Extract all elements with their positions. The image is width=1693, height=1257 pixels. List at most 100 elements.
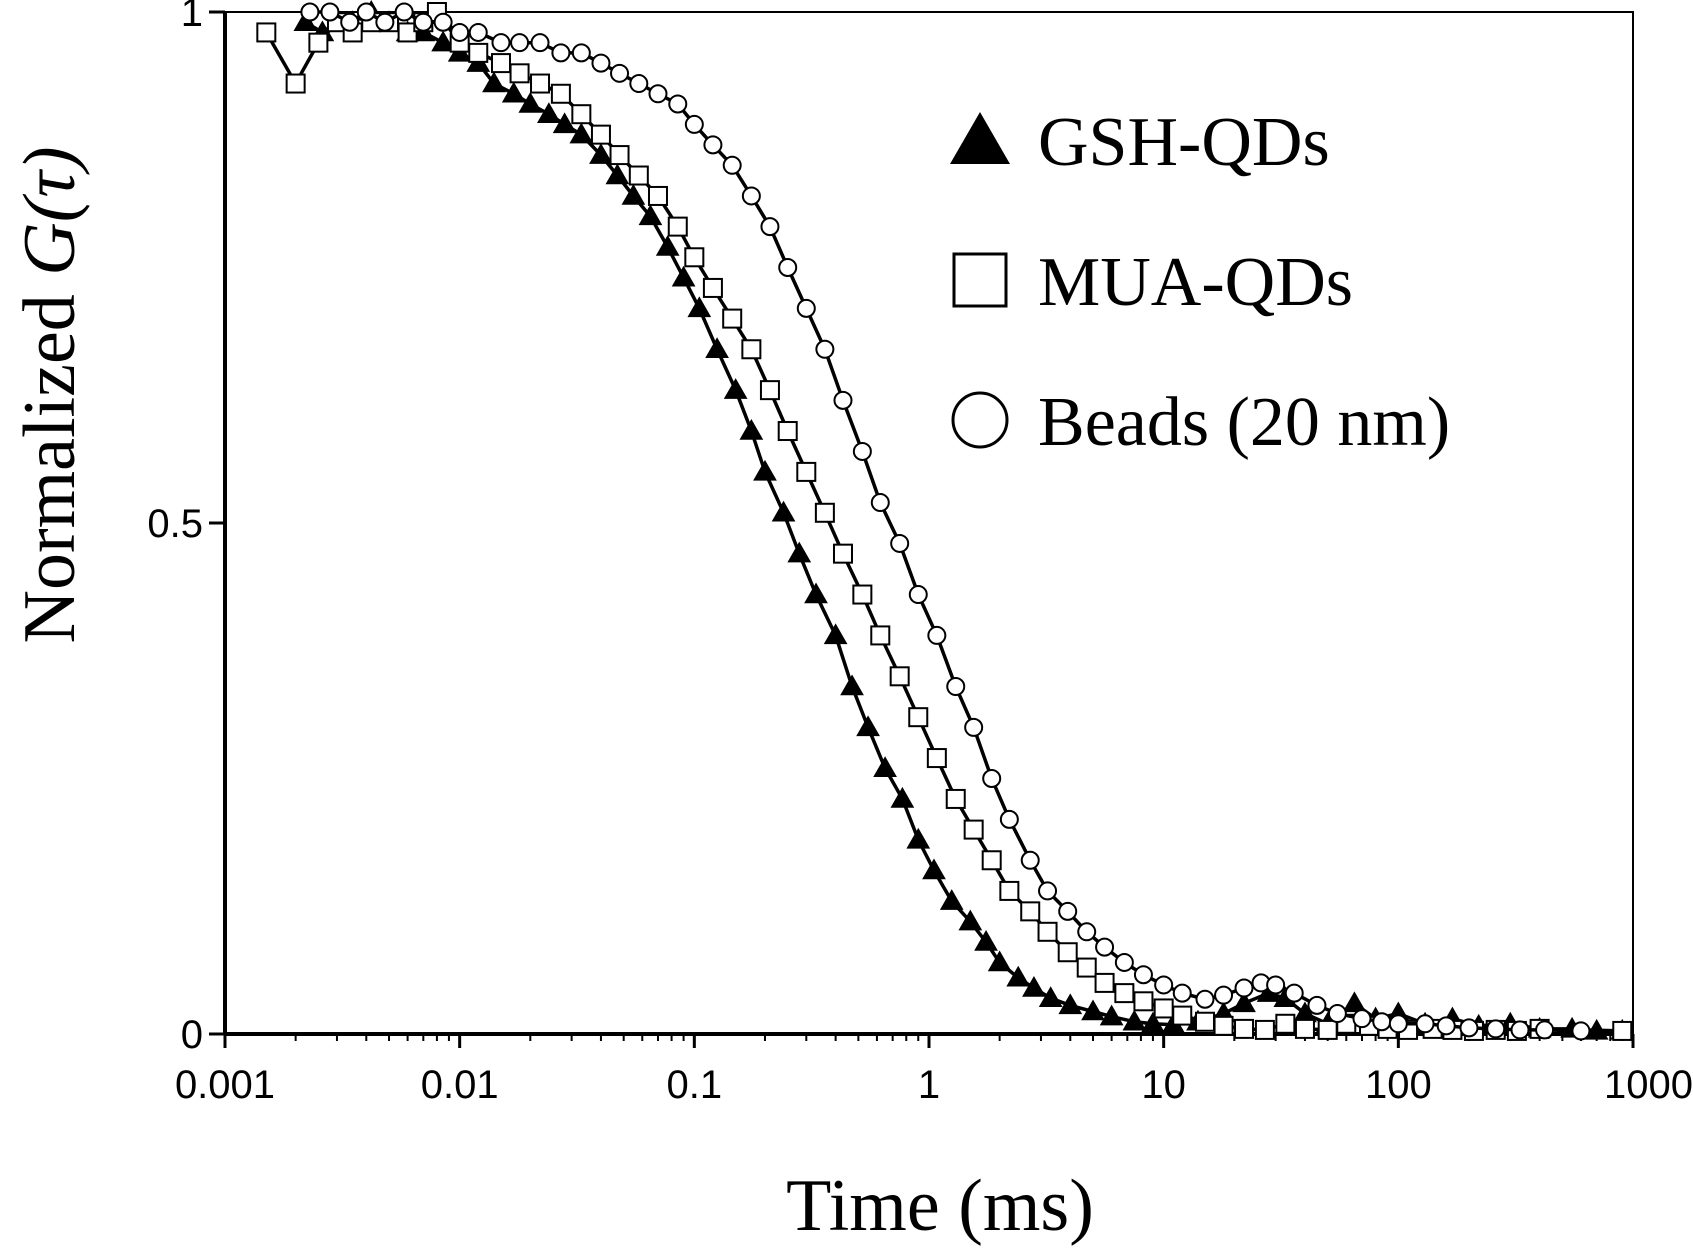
data-point [703, 135, 723, 155]
data-point [999, 880, 1020, 901]
data-point [739, 419, 764, 440]
data-point [468, 22, 488, 42]
data-point [605, 163, 630, 185]
data-point [1122, 1009, 1147, 1031]
series-fit-line [309, 9, 1581, 1033]
data-point [702, 277, 723, 298]
data-point [629, 74, 649, 94]
data-point [927, 625, 947, 645]
data-point [870, 493, 890, 513]
data-point [1234, 978, 1254, 998]
data-point [1172, 1005, 1193, 1026]
data-point [687, 296, 712, 318]
data-point [394, 2, 414, 22]
data-point [832, 543, 853, 564]
data-point [873, 756, 897, 778]
data-point [760, 217, 780, 237]
data-point [974, 930, 998, 951]
data-point [1141, 1011, 1165, 1033]
data-point [890, 786, 915, 808]
series-3 [300, 2, 1591, 1041]
legend-label: Beads (20 nm) [1038, 384, 1450, 461]
data-point [1006, 965, 1031, 987]
data-point [787, 541, 812, 563]
data-point [1342, 991, 1367, 1013]
data-point [1214, 985, 1234, 1005]
data-point [482, 71, 506, 93]
data-point [1133, 965, 1153, 985]
data-point [1234, 1018, 1255, 1039]
data-point [908, 585, 928, 605]
data-point [1254, 1019, 1275, 1040]
data-point [468, 42, 489, 63]
data-point [1058, 901, 1078, 921]
data-point [491, 33, 511, 53]
plot-frame [224, 11, 1634, 1035]
data-point [1266, 975, 1286, 995]
data-point [823, 623, 848, 645]
data-point [1232, 991, 1256, 1013]
data-point [320, 2, 340, 22]
data-point [530, 73, 551, 94]
data-point [668, 94, 688, 114]
data-point [1133, 991, 1154, 1012]
series-fit-line [304, 9, 1623, 1033]
data-point [655, 235, 680, 256]
data-point [852, 584, 873, 605]
data-point [256, 22, 277, 43]
data-point [908, 707, 929, 728]
ticks-group: 0.001 0.01 0.1 1 10 100 1000 0 0.5 1 [147, 0, 1693, 1107]
data-point [1436, 1016, 1456, 1036]
data-point [723, 378, 748, 399]
data-point [628, 165, 649, 186]
data-point [647, 185, 668, 206]
data-point [722, 308, 743, 329]
x-tick-label: 0.01 [421, 1063, 499, 1107]
data-point [926, 748, 947, 769]
data-point [1153, 998, 1174, 1019]
data-point [501, 81, 526, 103]
data-point [684, 247, 705, 268]
data-point [1275, 1013, 1296, 1034]
data-point [778, 258, 798, 277]
data-point [1284, 983, 1304, 1003]
data-point [450, 22, 470, 42]
data-point [939, 889, 964, 910]
data-point [856, 715, 880, 737]
legend-marker-circle [951, 391, 1009, 449]
data-point [1172, 983, 1192, 1003]
data-point [1154, 975, 1174, 995]
data-point [804, 582, 828, 604]
data-point [1510, 1020, 1530, 1040]
data-point [308, 32, 329, 53]
data-point [1057, 942, 1078, 963]
x-tick-label: 0.1 [667, 1063, 723, 1107]
data-point [1114, 952, 1134, 972]
data-point [1020, 850, 1040, 870]
data-point [1081, 999, 1105, 1021]
data-point [340, 12, 360, 32]
y-axis-title-symbol: G(τ) [9, 146, 91, 275]
data-point [741, 339, 762, 360]
legend-label: MUA-QDs [1038, 244, 1353, 321]
y-axis-title-prefix: Normalized [9, 276, 91, 644]
data-point [796, 461, 817, 482]
x-tick-label: 1 [918, 1063, 940, 1107]
data-point [1352, 1009, 1372, 1029]
data-point [1076, 957, 1097, 978]
y-tick-label: 0.5 [147, 502, 203, 546]
data-point [1612, 1020, 1633, 1041]
data-point [1038, 986, 1063, 1007]
data-point [796, 298, 816, 318]
data-point [1327, 1004, 1347, 1024]
data-point [946, 677, 966, 697]
data-point [777, 421, 798, 442]
data-point [667, 216, 688, 237]
data-point [963, 819, 984, 840]
data-point [870, 625, 891, 646]
x-tick-label: 10 [1141, 1063, 1186, 1107]
data-point [722, 155, 742, 175]
data-point [300, 2, 320, 22]
